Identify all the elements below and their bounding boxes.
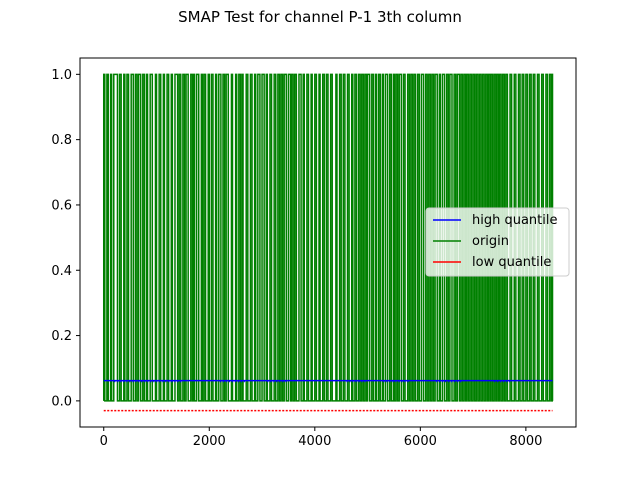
x-tick-label: 4000: [298, 434, 331, 449]
series-line-origin: [102, 73, 554, 402]
series-layer: [102, 73, 554, 412]
legend-label-high-quantile: high quantile: [472, 213, 558, 228]
chart-title: SMAP Test for channel P-1 3th column: [178, 8, 462, 26]
x-tick-label: 6000: [404, 434, 437, 449]
y-tick-label: 0.6: [51, 198, 72, 213]
x-tick-label: 0: [100, 434, 108, 449]
legend-box: [425, 207, 570, 277]
y-tick-label: 0.2: [51, 329, 72, 344]
y-tick-label: 0.4: [51, 264, 72, 279]
legend-label-low-quantile: low quantile: [472, 255, 551, 270]
y-tick-label: 0.0: [51, 394, 72, 409]
x-tick-label: 2000: [193, 434, 226, 449]
y-tick-label: 1.0: [51, 68, 72, 83]
plot-frame: [79, 57, 577, 428]
y-axis: 0.0 0.2 0.4 0.6 0.8 1.0: [51, 68, 80, 409]
y-tick-label: 0.8: [51, 133, 72, 148]
x-tick-label: 8000: [509, 434, 542, 449]
legend: high quantile origin low quantile: [425, 207, 570, 277]
x-axis: 0 2000 4000 6000 8000: [100, 427, 542, 449]
legend-label-origin: origin: [472, 234, 509, 249]
